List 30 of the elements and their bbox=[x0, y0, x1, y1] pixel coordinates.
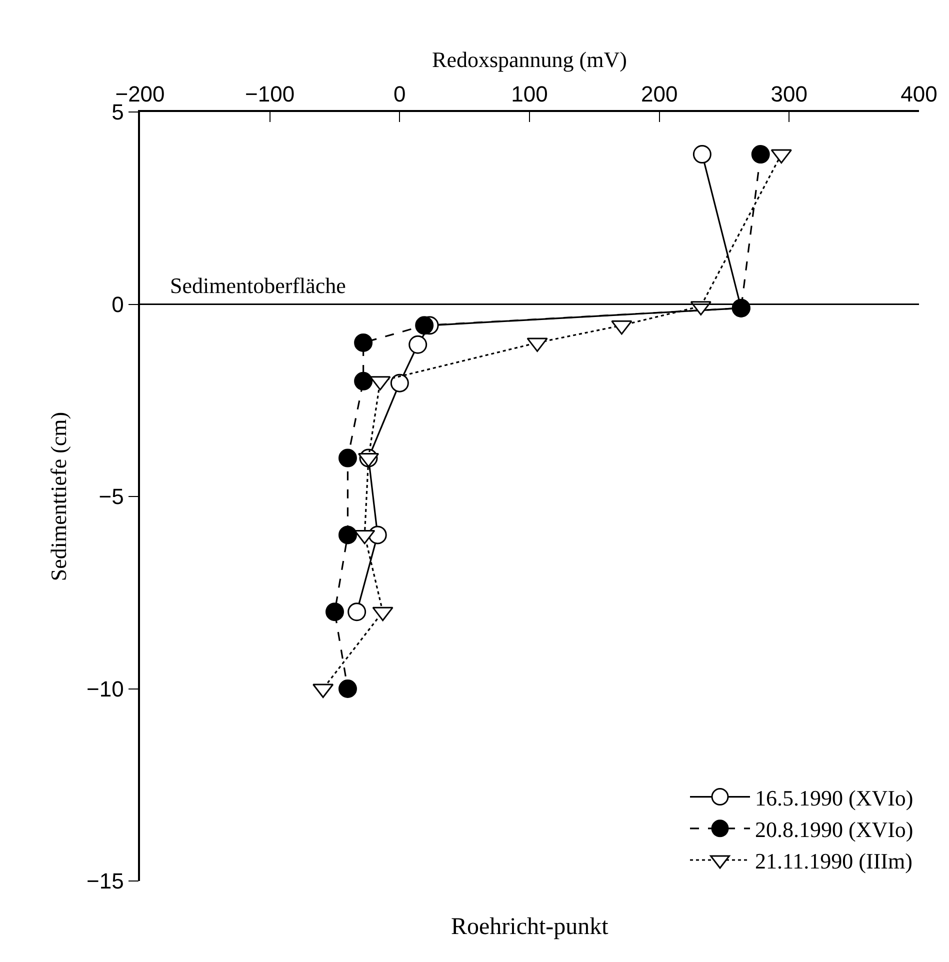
y-tick-label: 0 bbox=[112, 292, 124, 317]
point bbox=[751, 145, 770, 164]
text: Roehricht-punkt bbox=[451, 914, 609, 940]
x-tick-label: 200 bbox=[640, 81, 678, 106]
ref-line-label: Sedimentoberfläche bbox=[170, 273, 346, 298]
point bbox=[408, 335, 428, 354]
x-tick-label: −100 bbox=[245, 81, 295, 106]
point bbox=[338, 526, 357, 544]
y-axis-title: Sedimenttiefe (cm) bbox=[46, 412, 71, 582]
legend-label: 16.5.1990 (XVIo) bbox=[755, 785, 914, 810]
point bbox=[326, 602, 344, 622]
legend-label: 20.8.1990 (XVIo) bbox=[755, 816, 914, 842]
point bbox=[415, 316, 434, 335]
x-axis-title: Redoxspannung (mV) bbox=[432, 46, 627, 72]
y-tick-label: −5 bbox=[98, 484, 124, 510]
point bbox=[338, 448, 357, 468]
x-tick-label: 300 bbox=[770, 81, 808, 106]
x-tick-label: 0 bbox=[394, 81, 406, 106]
y-tick-label: 5 bbox=[112, 100, 124, 125]
point bbox=[348, 602, 366, 622]
y-tick-label: −10 bbox=[86, 676, 124, 702]
x-tick-label: 100 bbox=[511, 81, 548, 106]
point bbox=[692, 145, 712, 164]
point bbox=[390, 374, 409, 392]
point bbox=[354, 372, 373, 390]
x-tick-label: 400 bbox=[900, 81, 938, 106]
point bbox=[354, 333, 373, 352]
legend-label: 21.11.1990 (IIIm) bbox=[755, 848, 912, 874]
point bbox=[338, 680, 357, 698]
y-tick-label: −15 bbox=[86, 868, 124, 894]
